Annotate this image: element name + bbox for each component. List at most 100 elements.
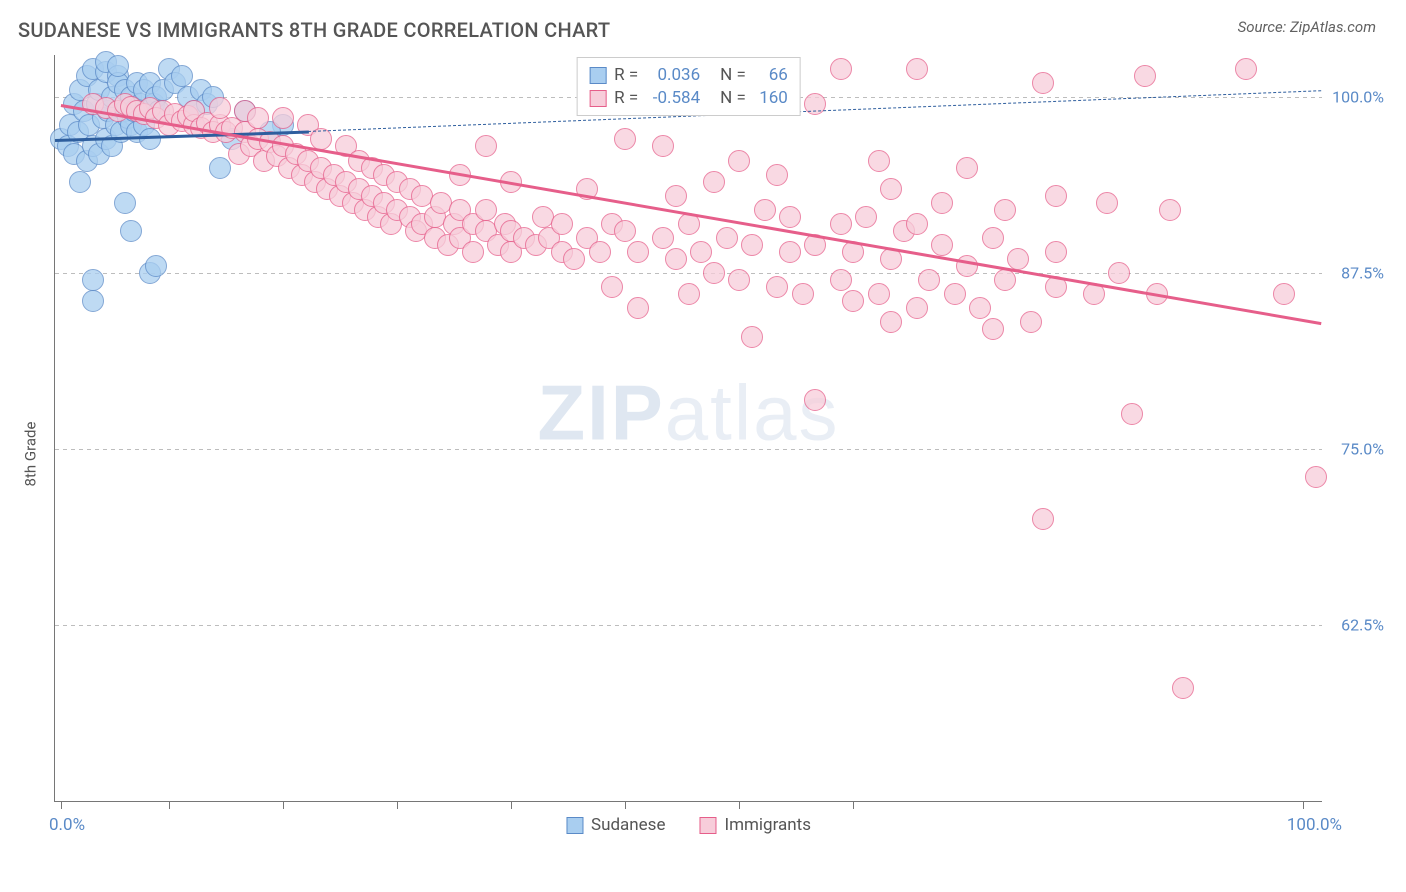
data-point: [209, 157, 231, 179]
x-tick: [625, 801, 626, 809]
data-point: [1032, 72, 1054, 94]
data-point: [563, 248, 585, 270]
data-point: [880, 178, 902, 200]
x-tick: [169, 801, 170, 809]
r-label: R =: [614, 65, 638, 85]
n-label: N =: [720, 88, 746, 108]
data-point: [627, 241, 649, 263]
series-legend: Sudanese Immigrants: [566, 815, 811, 835]
chart-title: SUDANESE VS IMMIGRANTS 8TH GRADE CORRELA…: [18, 18, 610, 42]
legend-stat-row: R =-0.584N =160: [589, 88, 788, 108]
data-point: [82, 269, 104, 291]
data-point: [994, 199, 1016, 221]
data-point: [830, 213, 852, 235]
n-label: N =: [720, 65, 746, 85]
data-point: [855, 206, 877, 228]
data-point: [1007, 248, 1029, 270]
data-point: [792, 283, 814, 305]
gridline: [55, 273, 1322, 274]
gridline: [55, 625, 1322, 626]
data-point: [906, 213, 928, 235]
data-point: [1134, 65, 1156, 87]
data-point: [551, 213, 573, 235]
data-point: [830, 269, 852, 291]
data-point: [171, 65, 193, 87]
data-point: [944, 283, 966, 305]
data-point: [868, 150, 890, 172]
r-value: 0.036: [646, 65, 700, 85]
r-value: -0.584: [646, 88, 700, 108]
y-tick-label: 87.5%: [1341, 264, 1384, 283]
source-attribution: Source: ZipAtlas.com: [1238, 18, 1376, 36]
x-tick: [1303, 801, 1304, 809]
n-value: 160: [754, 88, 788, 108]
y-axis-title: 8th Grade: [21, 421, 39, 486]
x-tick: [853, 801, 854, 809]
x-tick: [739, 801, 740, 809]
data-point: [804, 93, 826, 115]
data-point: [956, 255, 978, 277]
data-point: [804, 389, 826, 411]
legend-swatch: [589, 90, 606, 107]
data-point: [982, 227, 1004, 249]
y-tick-label: 75.0%: [1341, 440, 1384, 459]
data-point: [766, 164, 788, 186]
data-point: [994, 269, 1016, 291]
data-point: [1032, 508, 1054, 530]
data-point: [918, 269, 940, 291]
legend-series-name: Immigrants: [724, 815, 811, 835]
chart-container: 8th Grade ZIPatlas R =0.036N =66R =-0.58…: [18, 55, 1392, 852]
x-tick: [283, 801, 284, 809]
data-point: [107, 55, 129, 77]
data-point: [690, 241, 712, 263]
data-point: [1121, 403, 1143, 425]
data-point: [145, 255, 167, 277]
data-point: [906, 297, 928, 319]
legend-swatch: [699, 817, 716, 834]
data-point: [601, 276, 623, 298]
data-point: [703, 171, 725, 193]
data-point: [880, 311, 902, 333]
data-point: [652, 135, 674, 157]
data-point: [1020, 311, 1042, 333]
x-tick: [61, 801, 62, 809]
data-point: [741, 326, 763, 348]
legend-item: Immigrants: [699, 815, 811, 835]
data-point: [703, 262, 725, 284]
data-point: [906, 58, 928, 80]
gridline: [55, 449, 1322, 450]
data-point: [728, 269, 750, 291]
data-point: [475, 199, 497, 221]
data-point: [114, 192, 136, 214]
data-point: [272, 107, 294, 129]
data-point: [779, 241, 801, 263]
legend-swatch: [589, 67, 606, 84]
legend-item: Sudanese: [566, 815, 666, 835]
data-point: [931, 234, 953, 256]
data-point: [1045, 185, 1067, 207]
data-point: [1108, 262, 1130, 284]
data-point: [956, 157, 978, 179]
data-point: [462, 241, 484, 263]
x-axis-max-label: 100.0%: [1287, 815, 1342, 835]
data-point: [120, 220, 142, 242]
data-point: [741, 234, 763, 256]
data-point: [982, 318, 1004, 340]
data-point: [1159, 199, 1181, 221]
x-tick: [397, 801, 398, 809]
data-point: [475, 135, 497, 157]
data-point: [247, 107, 269, 129]
data-point: [614, 220, 636, 242]
data-point: [209, 97, 231, 119]
y-tick-label: 100.0%: [1332, 88, 1384, 107]
data-point: [665, 248, 687, 270]
x-tick: [511, 801, 512, 809]
watermark: ZIPatlas: [537, 368, 839, 459]
data-point: [82, 290, 104, 312]
data-point: [766, 276, 788, 298]
data-point: [1096, 192, 1118, 214]
data-point: [868, 283, 890, 305]
data-point: [627, 297, 649, 319]
data-point: [1045, 241, 1067, 263]
data-point: [830, 58, 852, 80]
